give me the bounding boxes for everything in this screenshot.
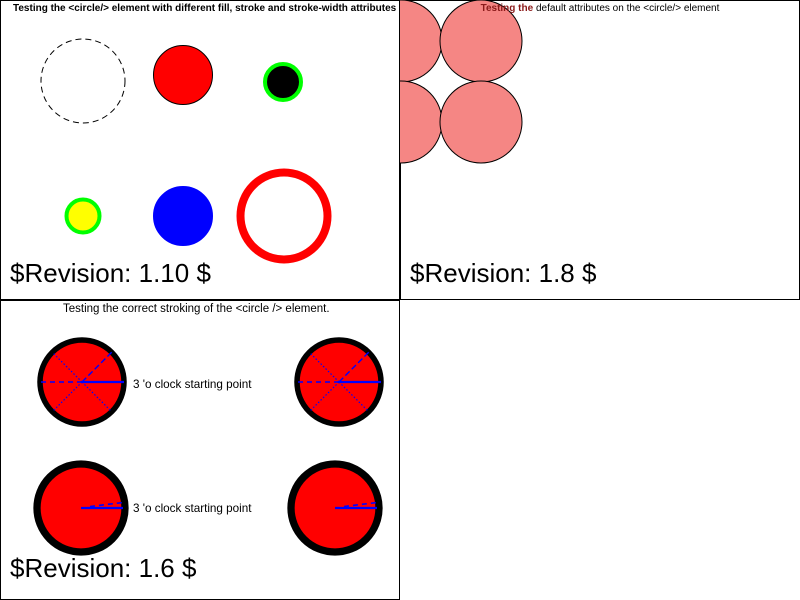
svg-text:3 'o clock starting point: 3 'o clock starting point — [133, 378, 252, 391]
svg-text:3 'o clock starting point: 3 'o clock starting point — [133, 502, 252, 515]
